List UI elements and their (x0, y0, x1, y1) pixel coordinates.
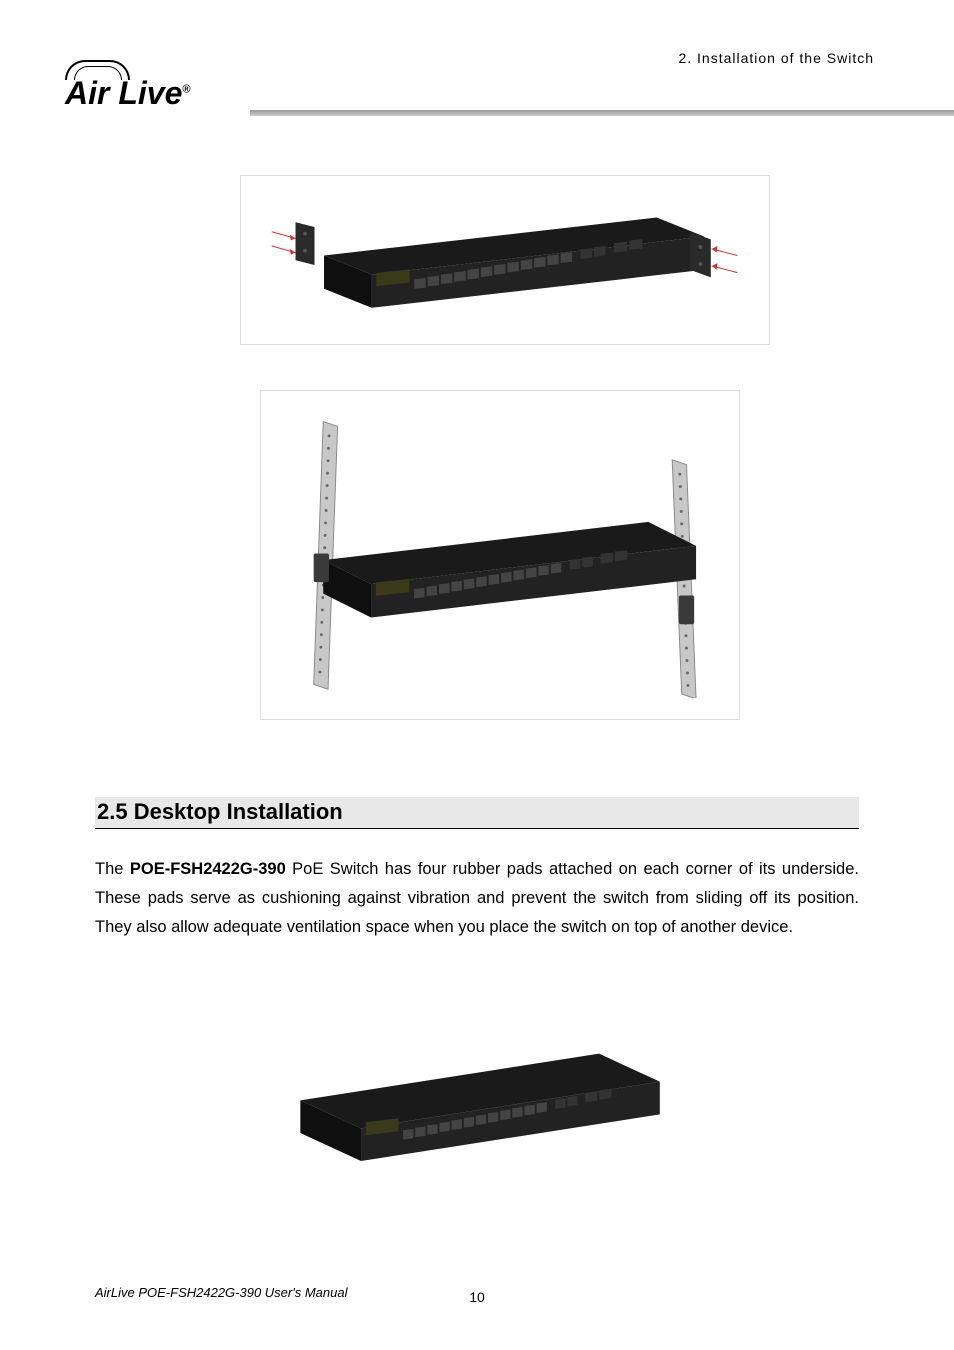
switch-desktop-illustration (291, 1035, 665, 1184)
model-name: POE-FSH2422G-390 (130, 860, 286, 878)
header-divider (250, 110, 954, 116)
footer-page-number: 10 (469, 1289, 485, 1305)
switch-rack-illustration (285, 412, 715, 699)
logo-text: Air Live® (65, 75, 190, 112)
logo-arc-icon (65, 60, 130, 80)
header-breadcrumb: 2. Installation of the Switch (678, 50, 874, 66)
figure-rack-mounted (260, 390, 740, 720)
figure-desktop-view (270, 1020, 685, 1200)
brand-logo: Air Live® (65, 60, 190, 112)
switch-brackets-illustration (267, 189, 742, 332)
section-heading: 2.5 Desktop Installation (95, 797, 859, 829)
footer-manual-title: AirLive POE-FSH2422G-390 User's Manual (95, 1285, 347, 1300)
section-body: The POE-FSH2422G-390 PoE Switch has four… (95, 855, 859, 942)
figure-rack-brackets (240, 175, 770, 345)
body-prefix: The (95, 860, 130, 878)
